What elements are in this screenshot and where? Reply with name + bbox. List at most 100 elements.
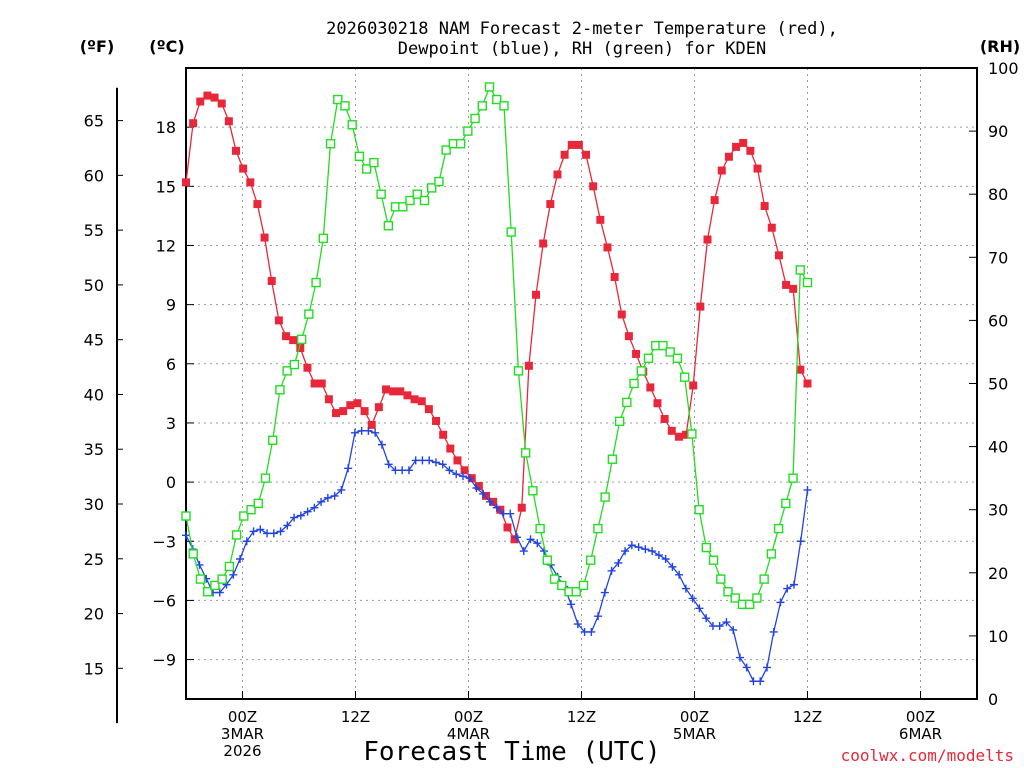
data-point-dewpoint [290, 513, 299, 522]
data-point-rh [600, 492, 610, 502]
tick-label-celsius: 9 [166, 296, 176, 315]
data-point-temperature [582, 150, 591, 159]
tick-label-fahrenheit: 15 [84, 659, 104, 678]
data-point-rh [333, 94, 343, 105]
data-point-rh [766, 549, 777, 559]
data-point-dewpoint [249, 527, 258, 536]
data-point-temperature [739, 138, 748, 147]
data-point-dewpoint [344, 464, 353, 473]
data-point-temperature [503, 523, 512, 532]
data-point-temperature [324, 395, 333, 404]
data-point-temperature [724, 152, 733, 161]
data-point-temperature [567, 140, 576, 149]
unit-fahrenheit-label: (ºF) [80, 37, 115, 56]
data-point-dewpoint [708, 622, 717, 631]
tick-label-x: 00Z [680, 708, 709, 726]
data-point-rh [434, 176, 444, 187]
x-axis-title: Forecast Time (UTC) [363, 737, 660, 767]
data-point-rh [195, 574, 206, 584]
data-point-rh [427, 183, 437, 193]
data-point-dewpoint [776, 598, 785, 607]
data-point-temperature [182, 178, 190, 187]
data-point-temperature [460, 466, 469, 475]
data-point-rh [260, 473, 271, 483]
data-point-rh [528, 486, 538, 496]
data-point-rh [643, 353, 654, 363]
data-point-temperature [453, 456, 462, 465]
data-point-rh [694, 505, 704, 515]
data-point-rh [463, 126, 473, 136]
data-point-dewpoint [269, 529, 278, 538]
data-point-rh [239, 511, 249, 521]
data-point-dewpoint [377, 440, 386, 449]
tick-label-rh: 30 [988, 501, 1008, 520]
data-point-dewpoint [513, 533, 522, 542]
data-point-rh [441, 145, 451, 155]
data-point-temperature [746, 146, 755, 155]
data-point-temperature [774, 251, 783, 260]
data-point-rh [614, 416, 625, 427]
data-point-dewpoint [350, 428, 359, 437]
data-point-dewpoint [276, 527, 285, 536]
data-point-rh [578, 580, 589, 591]
data-point-rh [788, 473, 798, 483]
data-point-dewpoint [600, 588, 609, 597]
data-point-dewpoint [317, 497, 326, 506]
data-point-temperature [524, 361, 533, 370]
data-point-temperature [646, 383, 655, 392]
data-point-rh [268, 435, 278, 445]
data-point-temperature [274, 316, 283, 325]
data-point-temperature [289, 336, 298, 345]
tick-label-fahrenheit: 55 [84, 221, 104, 240]
data-point-dewpoint [661, 554, 670, 563]
data-point-rh [376, 189, 386, 199]
data-point-temperature [782, 280, 791, 289]
data-point-rh [347, 120, 357, 130]
data-point-temperature [203, 91, 212, 100]
data-point-temperature [332, 409, 341, 418]
data-point-rh [636, 366, 646, 376]
tick-label-rh: 70 [988, 248, 1008, 267]
data-point-temperature [803, 379, 812, 388]
data-point-temperature [389, 387, 398, 396]
data-point-temperature [417, 397, 426, 406]
data-point-rh [217, 574, 227, 584]
data-point-dewpoint [215, 588, 224, 597]
data-point-rh [549, 574, 560, 584]
chart-title-line2: Dewpoint (blue), RH (green) for KDEN [398, 39, 766, 59]
data-point-dewpoint [371, 428, 380, 437]
data-point-rh [484, 82, 495, 92]
data-point-dewpoint [573, 620, 582, 629]
data-point-temperature [696, 302, 705, 311]
data-point-rh [658, 340, 668, 351]
data-point-dewpoint [357, 426, 366, 435]
data-point-rh [773, 523, 784, 534]
data-point-rh [181, 511, 191, 521]
tick-label-rh: 0 [988, 690, 998, 709]
tick-label-rh: 10 [988, 627, 1008, 646]
data-point-temperature [232, 146, 241, 155]
data-point-temperature [632, 349, 641, 358]
data-point-dewpoint [492, 503, 501, 512]
data-point-dewpoint [641, 545, 650, 554]
data-point-temperature [282, 332, 291, 341]
tick-label-fahrenheit: 25 [84, 550, 104, 569]
data-point-dewpoint [735, 653, 744, 662]
data-point-dewpoint [654, 551, 663, 560]
data-point-rh [622, 397, 632, 408]
data-point-rh [188, 549, 198, 559]
data-point-dewpoint [499, 509, 508, 518]
data-point-rh [383, 221, 394, 231]
data-point-temperature [217, 99, 226, 108]
data-point-temperature [239, 164, 248, 173]
data-point-dewpoint [283, 521, 292, 530]
data-point-rh [629, 378, 639, 389]
data-point-dewpoint [803, 485, 812, 494]
data-point-dewpoint [526, 535, 535, 544]
data-point-dewpoint [337, 485, 346, 494]
data-point-rh [202, 587, 213, 597]
data-point-rh [557, 580, 567, 591]
data-point-rh [716, 574, 726, 584]
data-point-dewpoint [506, 509, 515, 518]
